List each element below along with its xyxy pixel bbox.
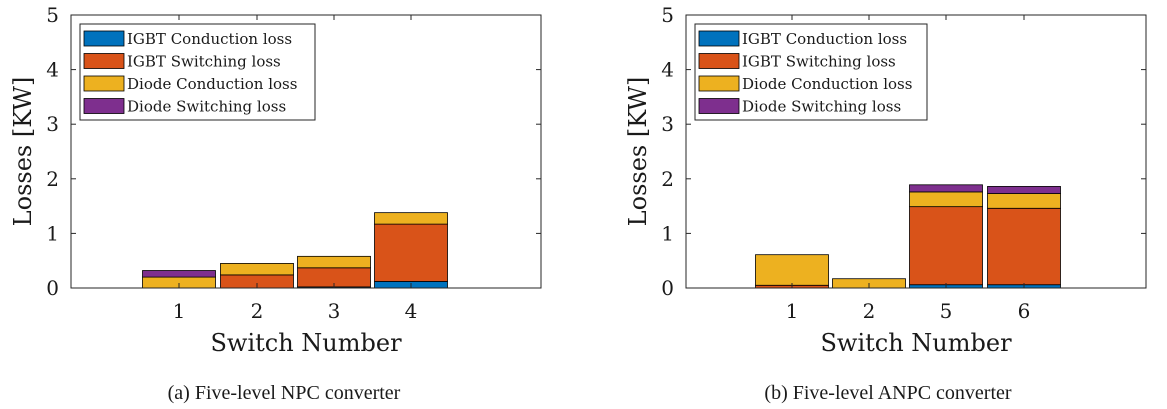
legend-label: IGBT Switching loss: [742, 53, 896, 71]
x-tick-label: 6: [1018, 299, 1031, 323]
y-tick-label: 3: [46, 112, 59, 136]
y-tick-label: 1: [46, 221, 59, 245]
x-tick-label: 4: [405, 299, 418, 323]
y-axis-title: Losses [KW]: [624, 77, 652, 227]
legend-label: IGBT Switching loss: [127, 53, 281, 71]
legend: IGBT Conduction loss IGBT Switching loss D…: [694, 23, 928, 121]
panel-caption: (b) Five-level ANPC converter: [764, 382, 1011, 404]
y-tick-label: 5: [661, 3, 674, 27]
legend-swatch: [698, 98, 740, 114]
y-tick-label: 0: [661, 276, 674, 300]
y-tick-label: 0: [46, 276, 59, 300]
x-tick-label: 1: [173, 299, 186, 323]
legend-label: Diode Switching loss: [742, 98, 901, 116]
legend-swatch: [83, 98, 125, 114]
legend-swatch: [698, 75, 740, 92]
bar-segment: [374, 212, 448, 225]
bar-segment: [297, 255, 371, 269]
bar-segment: [987, 186, 1061, 194]
x-tick-label: 5: [940, 299, 953, 323]
bar-segment: [987, 207, 1061, 286]
legend-swatch: [698, 30, 740, 47]
x-tick-label: 2: [251, 299, 264, 323]
y-tick-label: 1: [661, 221, 674, 245]
legend-label: IGBT Conduction loss: [127, 30, 292, 48]
legend-label: Diode Switching loss: [127, 98, 286, 116]
y-tick-label: 4: [46, 58, 59, 82]
bar-segment: [909, 191, 983, 208]
x-tick-label: 1: [786, 299, 799, 323]
bar-segment: [374, 223, 448, 282]
legend-swatch: [83, 75, 125, 92]
axes-box: [685, 14, 1147, 289]
legend-label: Diode Conduction loss: [127, 75, 297, 93]
y-tick-label: 5: [46, 3, 59, 27]
axes-box: [70, 14, 542, 289]
panel-caption: (a) Five-level NPC converter: [168, 382, 401, 404]
y-tick-label: 2: [661, 167, 674, 191]
x-axis-title: Switch Number: [820, 329, 1012, 357]
legend-swatch: [83, 53, 125, 69]
legend-swatch: [83, 30, 125, 47]
x-axis-title: Switch Number: [210, 329, 402, 357]
y-tick-label: 3: [661, 112, 674, 136]
bar-segment: [142, 270, 216, 278]
y-tick-label: 2: [46, 167, 59, 191]
bar-segment: [220, 263, 294, 276]
y-axis-title: Losses [KW]: [9, 77, 37, 227]
bar-segment: [909, 184, 983, 193]
legend-label: Diode Conduction loss: [742, 75, 912, 93]
bar-segment: [987, 193, 1061, 209]
x-tick-label: 2: [863, 299, 876, 323]
legend-swatch: [698, 53, 740, 69]
legend: IGBT Conduction loss IGBT Switching loss D…: [79, 23, 316, 121]
y-tick-label: 4: [661, 58, 674, 82]
bar-segment: [909, 206, 983, 286]
legend-label: IGBT Conduction loss: [742, 30, 907, 48]
x-tick-label: 3: [328, 299, 341, 323]
bar-segment: [755, 254, 829, 286]
